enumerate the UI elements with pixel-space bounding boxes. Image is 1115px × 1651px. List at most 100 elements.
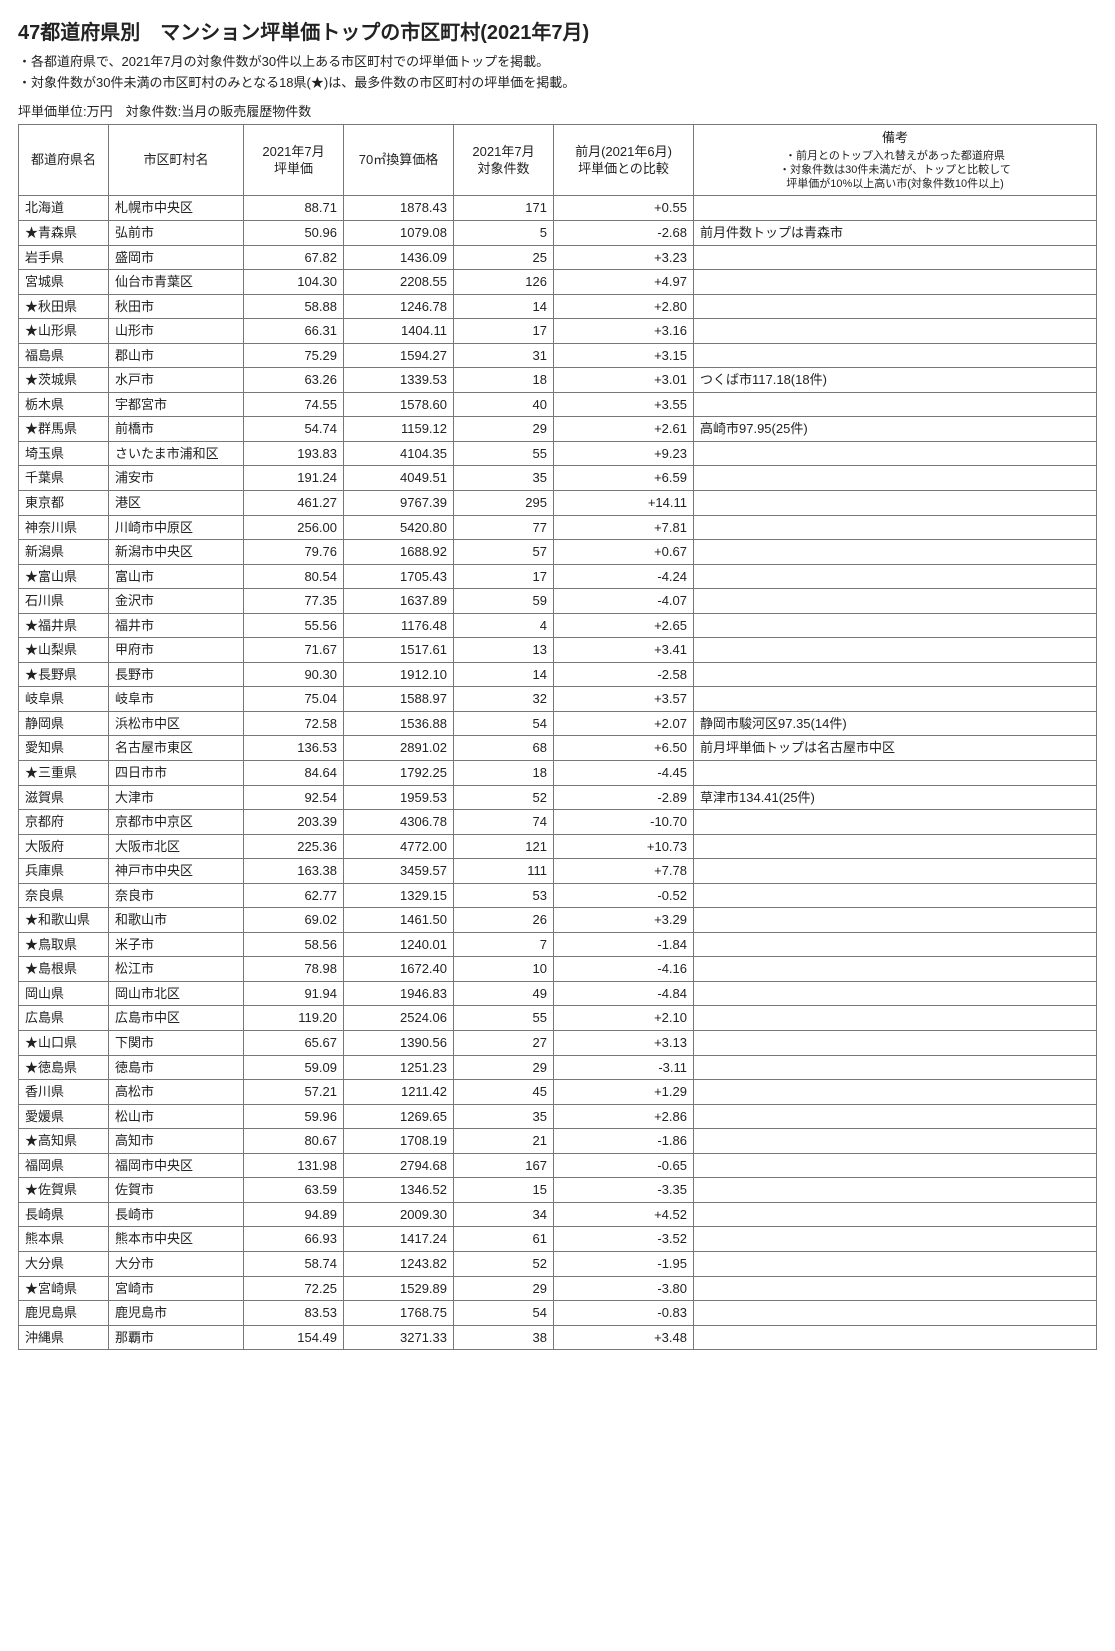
cell-pref: 長崎県 bbox=[19, 1202, 109, 1227]
cell-rem bbox=[694, 392, 1097, 417]
cell-p70: 1159.12 bbox=[344, 417, 454, 442]
cell-tsubo: 88.71 bbox=[244, 196, 344, 221]
table-row: 北海道札幌市中央区88.711878.43171+0.55 bbox=[19, 196, 1097, 221]
cell-p70: 2891.02 bbox=[344, 736, 454, 761]
cell-cnt: 40 bbox=[454, 392, 554, 417]
cell-pref: ★鳥取県 bbox=[19, 932, 109, 957]
cell-rem bbox=[694, 859, 1097, 884]
cell-p70: 1269.65 bbox=[344, 1104, 454, 1129]
cell-p70: 9767.39 bbox=[344, 491, 454, 516]
cell-rem bbox=[694, 638, 1097, 663]
cell-diff: +3.48 bbox=[554, 1325, 694, 1350]
cell-rem: 静岡市駿河区97.35(14件) bbox=[694, 711, 1097, 736]
cell-p70: 1251.23 bbox=[344, 1055, 454, 1080]
cell-diff: +3.13 bbox=[554, 1031, 694, 1056]
cell-rem bbox=[694, 319, 1097, 344]
table-row: ★山口県下関市65.671390.5627+3.13 bbox=[19, 1031, 1097, 1056]
cell-tsubo: 154.49 bbox=[244, 1325, 344, 1350]
cell-pref: 愛知県 bbox=[19, 736, 109, 761]
cell-pref: 栃木県 bbox=[19, 392, 109, 417]
cell-cnt: 10 bbox=[454, 957, 554, 982]
cell-rem bbox=[694, 957, 1097, 982]
cell-cnt: 55 bbox=[454, 1006, 554, 1031]
cell-pref: 宮城県 bbox=[19, 270, 109, 295]
col-header-70m: 70㎡換算価格 bbox=[344, 125, 454, 196]
cell-diff: +3.23 bbox=[554, 245, 694, 270]
page-title: 47都道府県別 マンション坪単価トップの市区町村(2021年7月) bbox=[18, 16, 1097, 45]
cell-p70: 4772.00 bbox=[344, 834, 454, 859]
cell-cnt: 7 bbox=[454, 932, 554, 957]
cell-pref: 京都府 bbox=[19, 810, 109, 835]
cell-rem bbox=[694, 1055, 1097, 1080]
cell-tsubo: 57.21 bbox=[244, 1080, 344, 1105]
cell-pref: ★茨城県 bbox=[19, 368, 109, 393]
cell-rem bbox=[694, 1227, 1097, 1252]
cell-pref: ★秋田県 bbox=[19, 294, 109, 319]
cell-pref: 熊本県 bbox=[19, 1227, 109, 1252]
cell-p70: 1436.09 bbox=[344, 245, 454, 270]
cell-rem bbox=[694, 441, 1097, 466]
remark-header-main: 備考 bbox=[882, 130, 908, 145]
col-header-count: 2021年7月対象件数 bbox=[454, 125, 554, 196]
cell-pref: ★和歌山県 bbox=[19, 908, 109, 933]
cell-diff: +3.16 bbox=[554, 319, 694, 344]
cell-city: 福岡市中央区 bbox=[109, 1153, 244, 1178]
cell-diff: +2.86 bbox=[554, 1104, 694, 1129]
cell-cnt: 27 bbox=[454, 1031, 554, 1056]
table-row: ★高知県高知市80.671708.1921-1.86 bbox=[19, 1129, 1097, 1154]
cell-rem bbox=[694, 810, 1097, 835]
cell-cnt: 26 bbox=[454, 908, 554, 933]
cell-pref: 千葉県 bbox=[19, 466, 109, 491]
cell-cnt: 54 bbox=[454, 711, 554, 736]
cell-city: 港区 bbox=[109, 491, 244, 516]
table-row: 埼玉県さいたま市浦和区193.834104.3555+9.23 bbox=[19, 441, 1097, 466]
cell-p70: 1792.25 bbox=[344, 761, 454, 786]
cell-diff: +10.73 bbox=[554, 834, 694, 859]
cell-city: 水戸市 bbox=[109, 368, 244, 393]
cell-pref: 沖縄県 bbox=[19, 1325, 109, 1350]
cell-pref: 奈良県 bbox=[19, 883, 109, 908]
cell-cnt: 74 bbox=[454, 810, 554, 835]
cell-city: 浜松市中区 bbox=[109, 711, 244, 736]
cell-rem bbox=[694, 589, 1097, 614]
cell-p70: 1705.43 bbox=[344, 564, 454, 589]
cell-tsubo: 203.39 bbox=[244, 810, 344, 835]
cell-diff: +6.59 bbox=[554, 466, 694, 491]
cell-city: 新潟市中央区 bbox=[109, 540, 244, 565]
cell-cnt: 29 bbox=[454, 417, 554, 442]
cell-pref: ★三重県 bbox=[19, 761, 109, 786]
cell-pref: 香川県 bbox=[19, 1080, 109, 1105]
cell-cnt: 77 bbox=[454, 515, 554, 540]
cell-pref: ★富山県 bbox=[19, 564, 109, 589]
cell-tsubo: 55.56 bbox=[244, 613, 344, 638]
cell-diff: -0.52 bbox=[554, 883, 694, 908]
note-2: ・対象件数が30件未満の市区町村のみとなる18県(★)は、最多件数の市区町村の坪… bbox=[18, 72, 1097, 91]
cell-pref: ★佐賀県 bbox=[19, 1178, 109, 1203]
table-row: ★和歌山県和歌山市69.021461.5026+3.29 bbox=[19, 908, 1097, 933]
cell-pref: ★福井県 bbox=[19, 613, 109, 638]
cell-cnt: 167 bbox=[454, 1153, 554, 1178]
cell-tsubo: 131.98 bbox=[244, 1153, 344, 1178]
cell-p70: 1708.19 bbox=[344, 1129, 454, 1154]
cell-rem bbox=[694, 613, 1097, 638]
cell-cnt: 14 bbox=[454, 662, 554, 687]
cell-diff: -4.24 bbox=[554, 564, 694, 589]
cell-tsubo: 58.88 bbox=[244, 294, 344, 319]
cell-diff: +3.41 bbox=[554, 638, 694, 663]
cell-diff: +0.67 bbox=[554, 540, 694, 565]
table-row: ★島根県松江市78.981672.4010-4.16 bbox=[19, 957, 1097, 982]
cell-cnt: 29 bbox=[454, 1276, 554, 1301]
cell-diff: +14.11 bbox=[554, 491, 694, 516]
cell-tsubo: 193.83 bbox=[244, 441, 344, 466]
cell-diff: +3.29 bbox=[554, 908, 694, 933]
cell-tsubo: 104.30 bbox=[244, 270, 344, 295]
cell-rem: 前月件数トップは青森市 bbox=[694, 220, 1097, 245]
table-row: ★福井県福井市55.561176.484+2.65 bbox=[19, 613, 1097, 638]
cell-city: 福井市 bbox=[109, 613, 244, 638]
cell-p70: 1594.27 bbox=[344, 343, 454, 368]
cell-diff: -1.95 bbox=[554, 1251, 694, 1276]
cell-diff: +3.15 bbox=[554, 343, 694, 368]
cell-pref: ★徳島県 bbox=[19, 1055, 109, 1080]
cell-diff: +1.29 bbox=[554, 1080, 694, 1105]
table-row: ★秋田県秋田市58.881246.7814+2.80 bbox=[19, 294, 1097, 319]
